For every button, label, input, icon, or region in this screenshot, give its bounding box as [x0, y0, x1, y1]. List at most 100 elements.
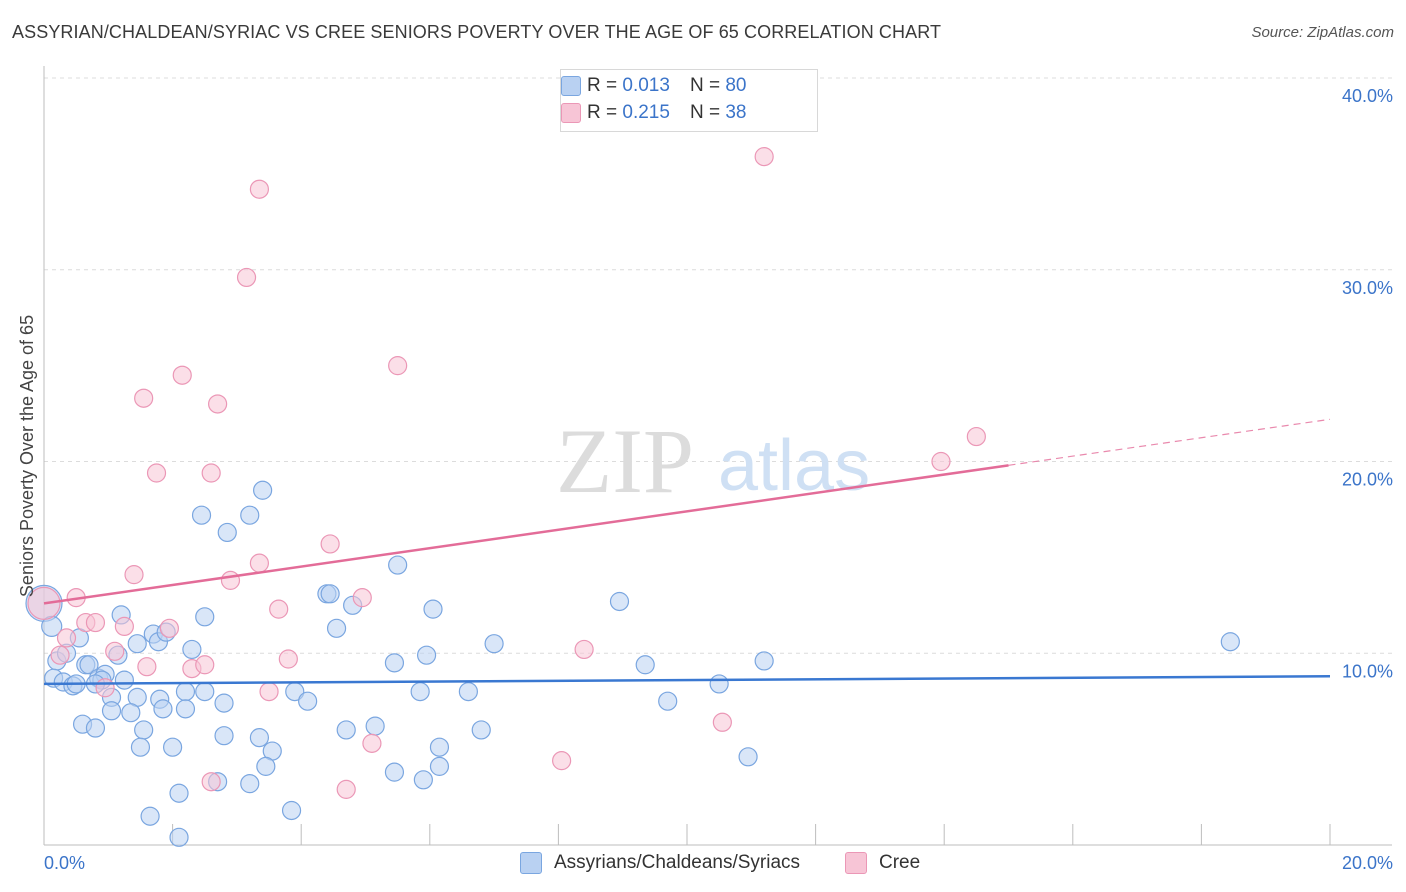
blue-data-point [298, 691, 318, 711]
legend-r-value: 0.215 [622, 102, 670, 123]
blue-data-point [754, 651, 774, 671]
pink-data-point [134, 388, 154, 408]
watermark-atlas: atlas [718, 426, 870, 506]
blue-data-point [281, 800, 302, 821]
pink-data-point [712, 712, 732, 732]
legend-n-label: N = [689, 75, 721, 96]
blue-data-point [336, 720, 356, 740]
blue-data-point [413, 770, 433, 790]
pink-data-point [95, 678, 115, 698]
blue-data-point [658, 691, 678, 711]
legend-r-label: R = [587, 75, 618, 96]
correlation-legend: R = 0.013 N = 80 R = 0.215 N = 38 [560, 69, 818, 132]
blue-data-point [423, 599, 443, 619]
pink-data-point [269, 599, 289, 619]
pink-data-point [124, 565, 144, 585]
blue-data-point [429, 756, 450, 776]
blue-data-point [140, 806, 160, 826]
y-tick-label: 20.0% [1342, 470, 1393, 490]
blue-data-point [388, 555, 408, 575]
pink-trend-line [43, 464, 1009, 605]
blue-data-point [410, 681, 430, 702]
blue-data-point [114, 670, 134, 690]
pink-data-point [931, 451, 951, 472]
blue-data-point [163, 737, 183, 757]
x-tick-label: 0.0% [44, 853, 85, 873]
blue-data-point [214, 693, 234, 713]
blue-data-point [153, 699, 173, 719]
pink-data-point [552, 751, 572, 771]
pink-data-point [220, 570, 241, 590]
blue-data-point [79, 655, 99, 675]
blue-data-point [253, 480, 273, 500]
pink-data-point [278, 649, 298, 669]
legend-n-value: 80 [725, 75, 747, 96]
pink-data-point [114, 616, 134, 637]
legend-swatch-pink [561, 103, 581, 123]
blue-data-point [121, 703, 141, 723]
blue-data-point [182, 639, 202, 660]
blue-data-point [1220, 632, 1240, 652]
blue-data-point [240, 505, 260, 525]
data-points [25, 147, 1240, 847]
legend-n-value: 38 [725, 102, 747, 123]
blue-data-point [175, 681, 196, 702]
pink-data-point [201, 463, 221, 483]
blue-data-point [326, 618, 347, 638]
blue-data-point [134, 720, 154, 740]
trend-lines [43, 418, 1331, 686]
legend-r-value: 0.013 [622, 75, 670, 96]
pink-data-point [56, 628, 77, 648]
legend-n-label: N = [689, 102, 721, 123]
blue-data-point [384, 653, 405, 673]
pink-data-point [754, 147, 774, 167]
pink-data-point [352, 588, 372, 608]
grid-lines [44, 77, 1392, 654]
blue-data-point [191, 505, 212, 525]
blue-data-point [384, 762, 405, 782]
pink-data-point [574, 639, 594, 660]
legend-row-blue: R = 0.013 N = 80 [561, 74, 747, 98]
bottom-legend-label: Cree [879, 852, 921, 873]
pink-data-point [388, 356, 408, 376]
chart-source: Source: ZipAtlas.com [1251, 24, 1394, 41]
pink-data-point [195, 655, 215, 675]
blue-data-point [169, 783, 189, 803]
y-tick-label: 40.0% [1342, 86, 1393, 106]
watermark: ZIP atlas [556, 410, 870, 512]
x-tick-label: 20.0% [1342, 853, 1393, 873]
pink-data-point [172, 365, 192, 385]
bottom-legend-swatch-blue [520, 852, 542, 874]
bottom-legend-swatch-pink [845, 852, 867, 874]
blue-data-point [738, 747, 758, 767]
blue-data-point [365, 716, 385, 736]
legend-r-label: R = [587, 102, 618, 123]
blue-trend-line [43, 675, 1331, 686]
pink-data-point [50, 645, 70, 665]
blue-data-point [169, 827, 189, 847]
blue-data-point [458, 681, 478, 702]
y-tick-label: 30.0% [1342, 278, 1393, 298]
pink-trend-line-dashed [1008, 418, 1331, 466]
pink-data-point [249, 553, 270, 573]
pink-data-point [105, 641, 125, 661]
blue-data-point [175, 699, 196, 719]
y-axis-label: Seniors Poverty Over the Age of 65 [17, 315, 37, 597]
blue-data-point [609, 591, 630, 612]
pink-data-point [259, 681, 279, 702]
blue-data-point [127, 634, 147, 654]
pink-data-point [208, 394, 228, 414]
blue-data-point [429, 737, 450, 757]
blue-data-point [214, 726, 234, 746]
blue-data-point [635, 655, 655, 675]
blue-data-point [320, 584, 340, 604]
blue-data-point [256, 756, 276, 776]
pink-data-point [159, 618, 179, 638]
pink-data-point [236, 267, 257, 288]
blue-data-point [195, 607, 215, 627]
blue-data-point [709, 674, 729, 694]
blue-data-point [195, 681, 215, 702]
blue-data-point [85, 718, 106, 738]
blue-data-point [130, 737, 151, 757]
